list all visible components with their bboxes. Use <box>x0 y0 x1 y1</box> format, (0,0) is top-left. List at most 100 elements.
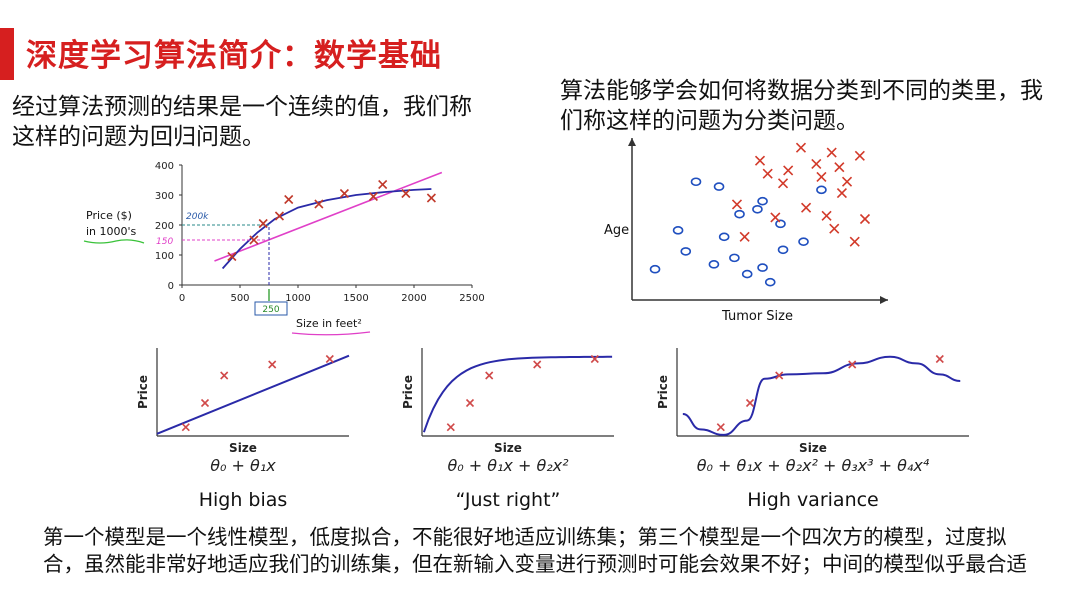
data-point <box>268 360 277 369</box>
x-axis-label: Size <box>229 441 257 455</box>
model-comparison-description: 第一个模型是一个线性模型，低度拟合，不能很好地适应训练集；第三个模型是一个四次方… <box>43 525 1027 576</box>
data-point-b <box>401 188 411 199</box>
data-point-b <box>314 199 324 209</box>
malignant-point-b <box>836 188 847 199</box>
caption: High bias <box>199 489 288 511</box>
x-axis-label: Size <box>799 441 827 455</box>
malignant-point <box>834 162 845 173</box>
data-point-b <box>200 398 210 408</box>
annotation-200k: 200k <box>186 212 209 222</box>
data-point-b <box>485 371 494 380</box>
benign-point <box>718 232 730 242</box>
y-axis-label-line1: Price ($) <box>86 209 132 222</box>
data-point <box>426 193 436 203</box>
malignant-point-b <box>795 142 807 153</box>
malignant-point-b <box>783 165 794 176</box>
data-point <box>401 188 411 199</box>
benign-point <box>798 237 809 246</box>
benign-point <box>816 185 827 195</box>
annotation-150: 150 <box>156 237 173 247</box>
data-point <box>848 360 857 369</box>
regression-description: 经过算法预测的结果是一个连续的值，我们称这样的问题为回归问题。 <box>12 94 472 150</box>
formula: θ₀ + θ₁x <box>210 456 276 475</box>
data-point-b <box>325 354 334 364</box>
data-point <box>284 194 294 205</box>
x-tick-label: 1500 <box>343 293 368 304</box>
malignant-point <box>811 158 822 169</box>
malignant-point-b <box>811 158 822 169</box>
malignant-point-b <box>829 223 840 234</box>
data-point <box>258 218 268 229</box>
malignant-point <box>829 223 840 234</box>
malignant-point <box>841 176 853 187</box>
malignant-point <box>783 165 794 176</box>
benign-point <box>690 177 702 187</box>
malignant-point-b <box>849 236 860 247</box>
benign-point <box>757 263 768 272</box>
data-point-b <box>249 235 259 245</box>
y-tick-label: 100 <box>155 251 174 262</box>
fit-curve <box>682 355 961 436</box>
data-point-b <box>590 354 599 364</box>
benign-point <box>777 245 789 255</box>
page-title: 深度学习算法简介：数学基础 <box>26 38 442 74</box>
benign-point <box>708 260 720 269</box>
malignant-point <box>754 155 766 166</box>
x-tick-label: 0 <box>179 293 185 304</box>
y-axis-label: Age <box>604 223 629 238</box>
tumor-classification-chart: Age Tumor Size <box>604 138 888 324</box>
linear-fit-line <box>214 171 443 262</box>
malignant-point-b <box>816 171 827 182</box>
benign-point <box>649 264 661 274</box>
data-point-b <box>268 360 277 369</box>
malignant-point-b <box>739 231 750 242</box>
caption: High variance <box>747 489 879 511</box>
benign-point <box>729 253 740 263</box>
data-point <box>227 251 237 262</box>
data-point <box>339 188 349 199</box>
annotation-250-box <box>254 301 288 316</box>
malignant-point-b <box>777 178 789 189</box>
malignant-point-b <box>762 168 773 179</box>
data-point-b <box>378 179 388 190</box>
data-point-b <box>775 371 784 380</box>
data-point-b <box>446 423 455 432</box>
malignant-point-b <box>841 176 853 187</box>
malignant-point <box>821 210 832 221</box>
malignant-point <box>816 171 827 182</box>
formula: θ₀ + θ₁x + θ₂x² + θ₃x³ + θ₄x⁴ <box>697 456 930 475</box>
y-label-underline <box>83 239 145 244</box>
x-tick-label: 500 <box>230 293 249 304</box>
data-point-b <box>258 218 268 229</box>
benign-point <box>757 196 768 206</box>
malignant-point-b <box>731 199 743 210</box>
data-point-b <box>848 360 857 369</box>
data-point-b <box>426 193 436 203</box>
malignant-point-b <box>754 155 766 166</box>
data-point <box>181 423 190 432</box>
fit-curve <box>422 355 613 433</box>
data-point <box>533 360 542 369</box>
malignant-point <box>762 168 773 179</box>
data-point <box>200 398 210 408</box>
x-tick-label: 2000 <box>401 293 426 304</box>
classification-description: 算法能够学会如何将数据分类到不同的类里，我们称这样的问题为分类问题。 <box>560 78 1043 134</box>
data-point-b <box>220 371 229 380</box>
benign-point <box>680 247 692 256</box>
malignant-point <box>770 212 781 223</box>
x-axis-arrow <box>880 296 888 304</box>
x-axis-label: Size <box>494 441 522 455</box>
data-point <box>325 354 334 364</box>
data-point-b <box>368 191 378 202</box>
x-axis-label: Size in feet² <box>296 317 362 330</box>
benign-point <box>741 269 753 279</box>
data-point-b <box>716 423 725 432</box>
data-point <box>368 191 378 202</box>
benign-point <box>713 182 725 191</box>
curve-fit-line <box>221 188 432 270</box>
data-point <box>446 423 455 432</box>
malignant-point <box>795 142 807 153</box>
y-axis-label: Price <box>136 375 150 409</box>
